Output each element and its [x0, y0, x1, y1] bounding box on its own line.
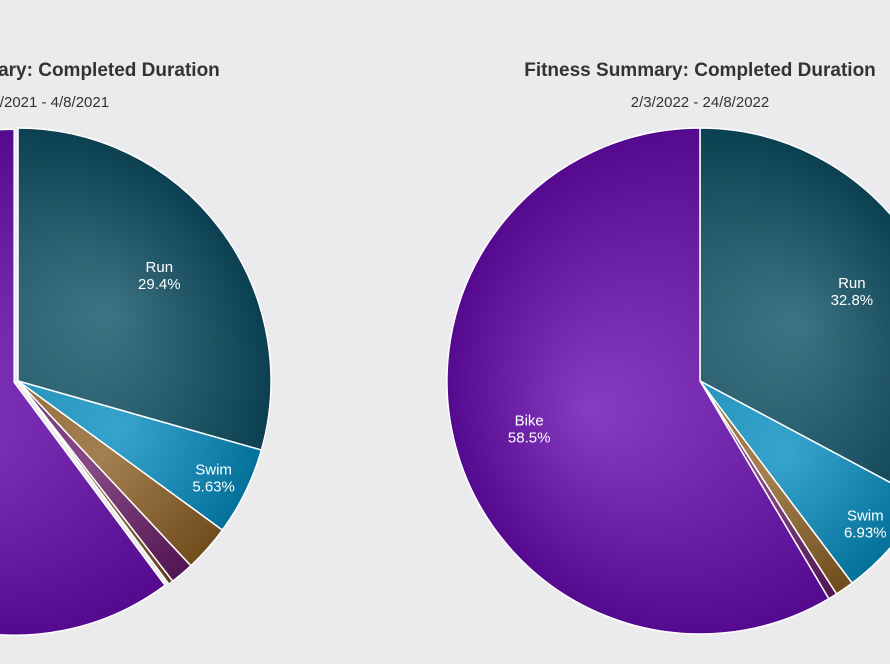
chart-1-slices: [0, 127, 272, 636]
slice-name-label: Swim: [847, 507, 884, 524]
chart-1-subtitle: ?/?/2021 - 4/8/2021: [0, 94, 109, 111]
slice-percent-label: 29.4%: [138, 276, 181, 293]
pie-slice-segment-5[interactable]: [17, 380, 174, 585]
slice-name-label: Run: [838, 275, 866, 292]
chart-1-title: Fitness Summary: Completed Duration: [0, 60, 220, 81]
slice-percent-label: 58.5%: [508, 430, 551, 447]
pie-chart-2: Fitness Summary: Completed Duration 2/3/…: [446, 60, 890, 635]
chart-2-slices: [446, 127, 890, 635]
slice-percent-label: 5.63%: [192, 478, 235, 495]
pie-slice-bike[interactable]: [0, 128, 166, 636]
chart-2-subtitle: 2/3/2022 - 24/8/2022: [631, 94, 769, 111]
pie-slice-run[interactable]: [699, 127, 890, 500]
pie-slice-bike[interactable]: [446, 127, 830, 635]
slice-percent-label: 32.8%: [831, 292, 874, 309]
slice-name-label: Run: [146, 259, 174, 276]
slice-name-label: Bike: [515, 413, 544, 430]
pie-slice-swim[interactable]: [699, 380, 890, 584]
chart-2-title: Fitness Summary: Completed Duration: [524, 60, 876, 81]
slice-percent-label: 6.93%: [844, 524, 887, 541]
pie-chart-1: Fitness Summary: Completed Duration ?/?/…: [0, 60, 272, 636]
pie-slice-run[interactable]: [17, 127, 272, 451]
slice-name-label: Swim: [195, 461, 232, 478]
